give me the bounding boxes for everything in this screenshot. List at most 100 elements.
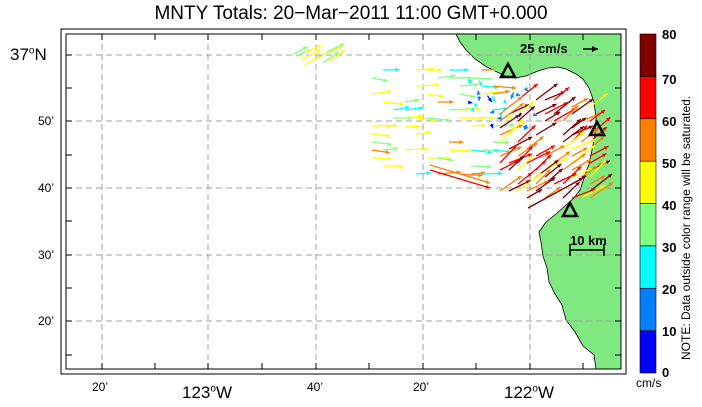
- colorbar-unit: cm/s: [636, 376, 662, 390]
- current-vector: [459, 173, 483, 178]
- current-vector: [517, 145, 534, 164]
- current-vector: [426, 93, 444, 99]
- reference-arrow-label: 25 cm/s: [520, 41, 568, 56]
- current-vector: [589, 93, 608, 108]
- current-vector: [477, 96, 482, 101]
- current-vector: [437, 99, 454, 104]
- current-vector: [371, 156, 392, 161]
- current-vector: [478, 80, 483, 87]
- current-vector: [571, 117, 587, 129]
- current-vector: [502, 99, 507, 104]
- current-vector: [589, 181, 614, 199]
- current-vector: [515, 92, 521, 97]
- current-vector: [562, 105, 579, 122]
- current-vector: [476, 90, 481, 95]
- current-vector: [517, 172, 542, 192]
- scale-bar: [569, 244, 605, 256]
- current-vector: [492, 140, 510, 145]
- current-vector: [562, 118, 582, 136]
- current-vector: [580, 184, 606, 199]
- current-vector: [415, 171, 431, 176]
- colorbar-segment: [639, 245, 657, 289]
- current-vector: [371, 141, 392, 146]
- current-vector: [523, 126, 529, 131]
- current-vector: [429, 169, 491, 189]
- current-vector: [470, 123, 486, 128]
- current-vector: [499, 144, 518, 164]
- station-south-marker: [560, 200, 580, 218]
- current-vector: [562, 153, 587, 171]
- current-vector: [544, 163, 562, 178]
- current-vector: [492, 106, 508, 111]
- current-vector: [499, 102, 525, 122]
- current-vector: [426, 67, 442, 72]
- scale-bar-label: 10 km: [570, 233, 607, 248]
- colorbar-tick-50: 50: [662, 156, 677, 171]
- current-vector: [382, 67, 400, 72]
- colorbar-note: NOTE: Data outside color range will be s…: [679, 95, 693, 360]
- current-vector: [415, 130, 431, 135]
- current-vector: [448, 149, 471, 154]
- current-vector: [535, 176, 556, 192]
- current-vector: [292, 45, 308, 55]
- colorbar-segment: [639, 33, 657, 77]
- current-vector: [473, 102, 478, 108]
- current-vector: [470, 164, 491, 169]
- current-vector: [562, 166, 582, 185]
- current-vector: [492, 115, 514, 120]
- current-vector: [499, 95, 523, 115]
- current-vector: [589, 159, 607, 178]
- current-vector: [382, 164, 404, 169]
- current-vector: [404, 114, 424, 119]
- current-vector: [517, 142, 538, 157]
- current-vector: [535, 122, 557, 136]
- map-frame: [65, 33, 622, 370]
- colorbar-tick-80: 80: [662, 27, 677, 42]
- current-vector: [526, 188, 543, 199]
- map-area: [66, 34, 621, 369]
- current-vector: [326, 42, 345, 53]
- colorbar-tick-40: 40: [662, 198, 677, 213]
- current-vector: [526, 136, 544, 150]
- current-vector: [526, 150, 551, 164]
- current-vector: [404, 106, 424, 111]
- current-vector: [527, 177, 584, 209]
- current-vector: [371, 77, 388, 83]
- current-vector: [415, 83, 440, 88]
- current-vector: [544, 186, 561, 199]
- colorbar: [639, 33, 657, 374]
- current-vector: [510, 92, 515, 100]
- colorbar-segment: [639, 203, 657, 247]
- colorbar-tick-0: 0: [662, 365, 670, 380]
- current-vector: [382, 146, 398, 151]
- current-vector: [468, 100, 473, 105]
- current-vector: [492, 85, 517, 90]
- current-vector: [508, 136, 533, 150]
- current-vector: [499, 114, 520, 129]
- current-vector: [491, 95, 496, 103]
- colorbar-tick-30: 30: [662, 240, 677, 255]
- current-vector: [498, 112, 504, 117]
- current-vector: [562, 181, 581, 199]
- current-vector: [322, 51, 340, 64]
- current-vector: [371, 133, 391, 138]
- colorbar-segment: [639, 160, 657, 204]
- current-vector: [571, 138, 596, 150]
- current-vector: [497, 116, 502, 120]
- colorbar-segment: [639, 287, 657, 331]
- current-vectors: [292, 42, 614, 209]
- current-vector: [329, 50, 346, 62]
- current-vector: [382, 101, 404, 106]
- station-east-marker: [587, 119, 607, 137]
- lon-label-40: 40’: [307, 380, 324, 394]
- current-vector: [404, 146, 429, 151]
- current-vector: [459, 82, 479, 87]
- current-vector: [517, 100, 535, 115]
- current-vector: [535, 103, 557, 115]
- current-vector: [562, 125, 585, 143]
- lat-label-37n: 37oN: [10, 45, 47, 64]
- lon-label-20-left: 20’: [92, 380, 109, 394]
- current-vector: [580, 162, 604, 178]
- lat-label-40: 40’: [38, 181, 55, 195]
